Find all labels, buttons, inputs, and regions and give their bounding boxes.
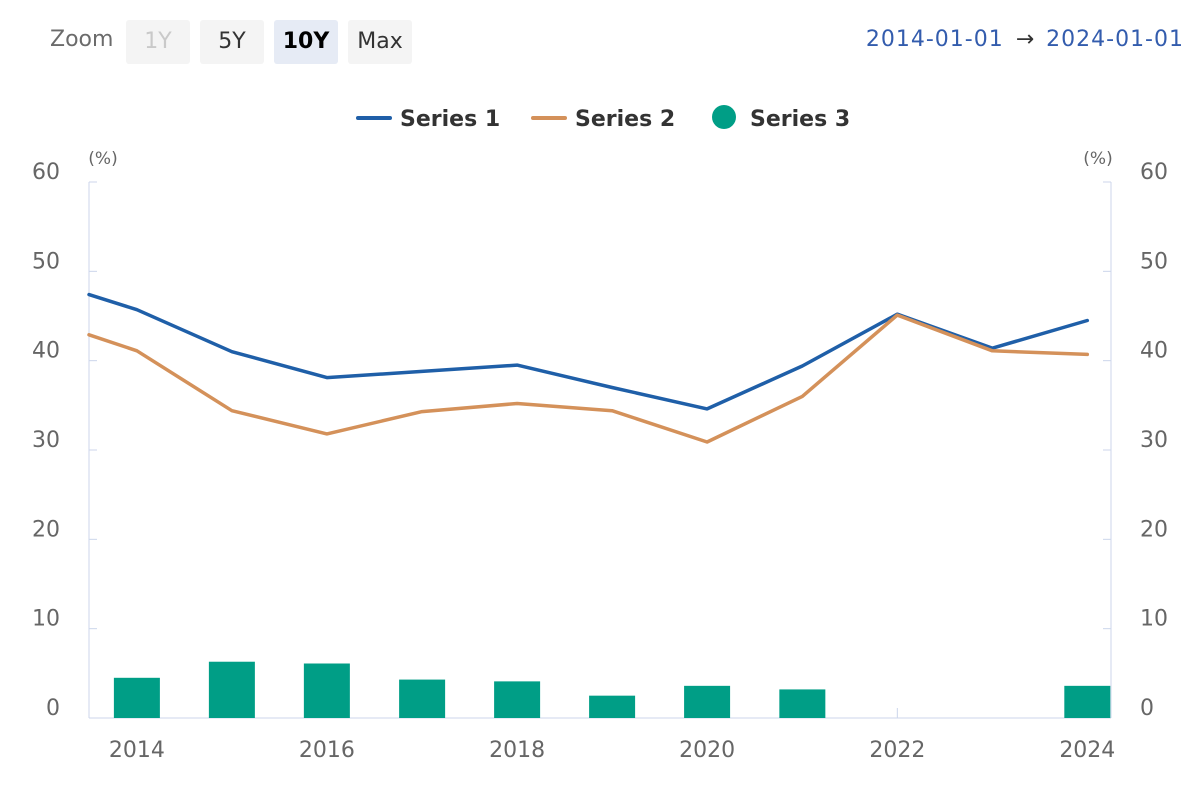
series-1-line[interactable] [87,292,1090,411]
date-range: 2014-01-01 → 2024-01-01 [866,27,1184,52]
y-tick-label-left: 30 [32,428,60,453]
toolbar: Zoom 1Y 5Y 10Y Max 2014-01-01 → 2024-01-01 [0,0,1200,86]
y-tick-label-left: 60 [32,160,60,185]
series-2-legend-label[interactable]: Series 2 [575,107,675,132]
series-1-legend-label[interactable]: Series 1 [400,107,500,132]
x-tick-label: 2018 [489,738,545,763]
y-tick-label-left: 0 [46,696,60,721]
series-3-legend-label[interactable]: Series 3 [750,107,850,132]
y-tick-label-right: 10 [1140,607,1168,632]
series-3-legend-symbol[interactable] [712,105,736,129]
series-3-bar[interactable] [208,661,255,718]
series-3-bar[interactable] [303,663,350,718]
range-from-input[interactable]: 2014-01-01 [865,27,1004,52]
x-tick-label: 2014 [109,738,165,763]
series-3-bar[interactable] [589,695,636,718]
range-arrow-icon: → [1015,27,1035,52]
y-tick-label-right: 40 [1140,339,1168,364]
zoom-label: Zoom [50,27,114,52]
y-tick-label-left: 20 [32,517,60,542]
y-axis-right-unit: (%) [1083,149,1112,169]
y-tick-label-left: 10 [32,607,60,632]
series-3-bar[interactable] [1064,685,1111,718]
series-3-bar[interactable] [684,685,731,718]
y-tick-label-left: 40 [32,339,60,364]
y-tick-label-right: 0 [1140,696,1154,721]
zoom-5y-button[interactable]: 5Y [200,20,264,64]
series-3-bar[interactable] [494,681,541,718]
y-tick-label-left: 50 [32,249,60,274]
x-tick-label: 2016 [299,738,355,763]
y-tick-label-right: 20 [1140,517,1168,542]
series-lines [87,292,1090,444]
zoom-10y-button[interactable]: 10Y [274,20,338,64]
y-tick-label-right: 60 [1140,160,1168,185]
series-2-line[interactable] [87,313,1090,444]
series-3-bar[interactable] [113,677,160,718]
series-3-bar[interactable] [399,679,446,718]
zoom-max-button[interactable]: Max [348,20,412,64]
y-tick-label-right: 30 [1140,428,1168,453]
x-tick-label: 2020 [679,738,735,763]
series-3-bar[interactable] [779,689,826,718]
x-tick-label: 2022 [869,738,925,763]
series-3-columns [113,661,1111,718]
x-tick-label: 2024 [1059,738,1115,763]
legend[interactable]: Series 1 Series 2 Series 3 [356,105,850,132]
range-to-input[interactable]: 2024-01-01 [1046,27,1184,52]
y-tick-label-right: 50 [1140,249,1168,274]
y-axis-left-unit: (%) [88,149,117,169]
zoom-1y-button[interactable]: 1Y [126,20,190,64]
